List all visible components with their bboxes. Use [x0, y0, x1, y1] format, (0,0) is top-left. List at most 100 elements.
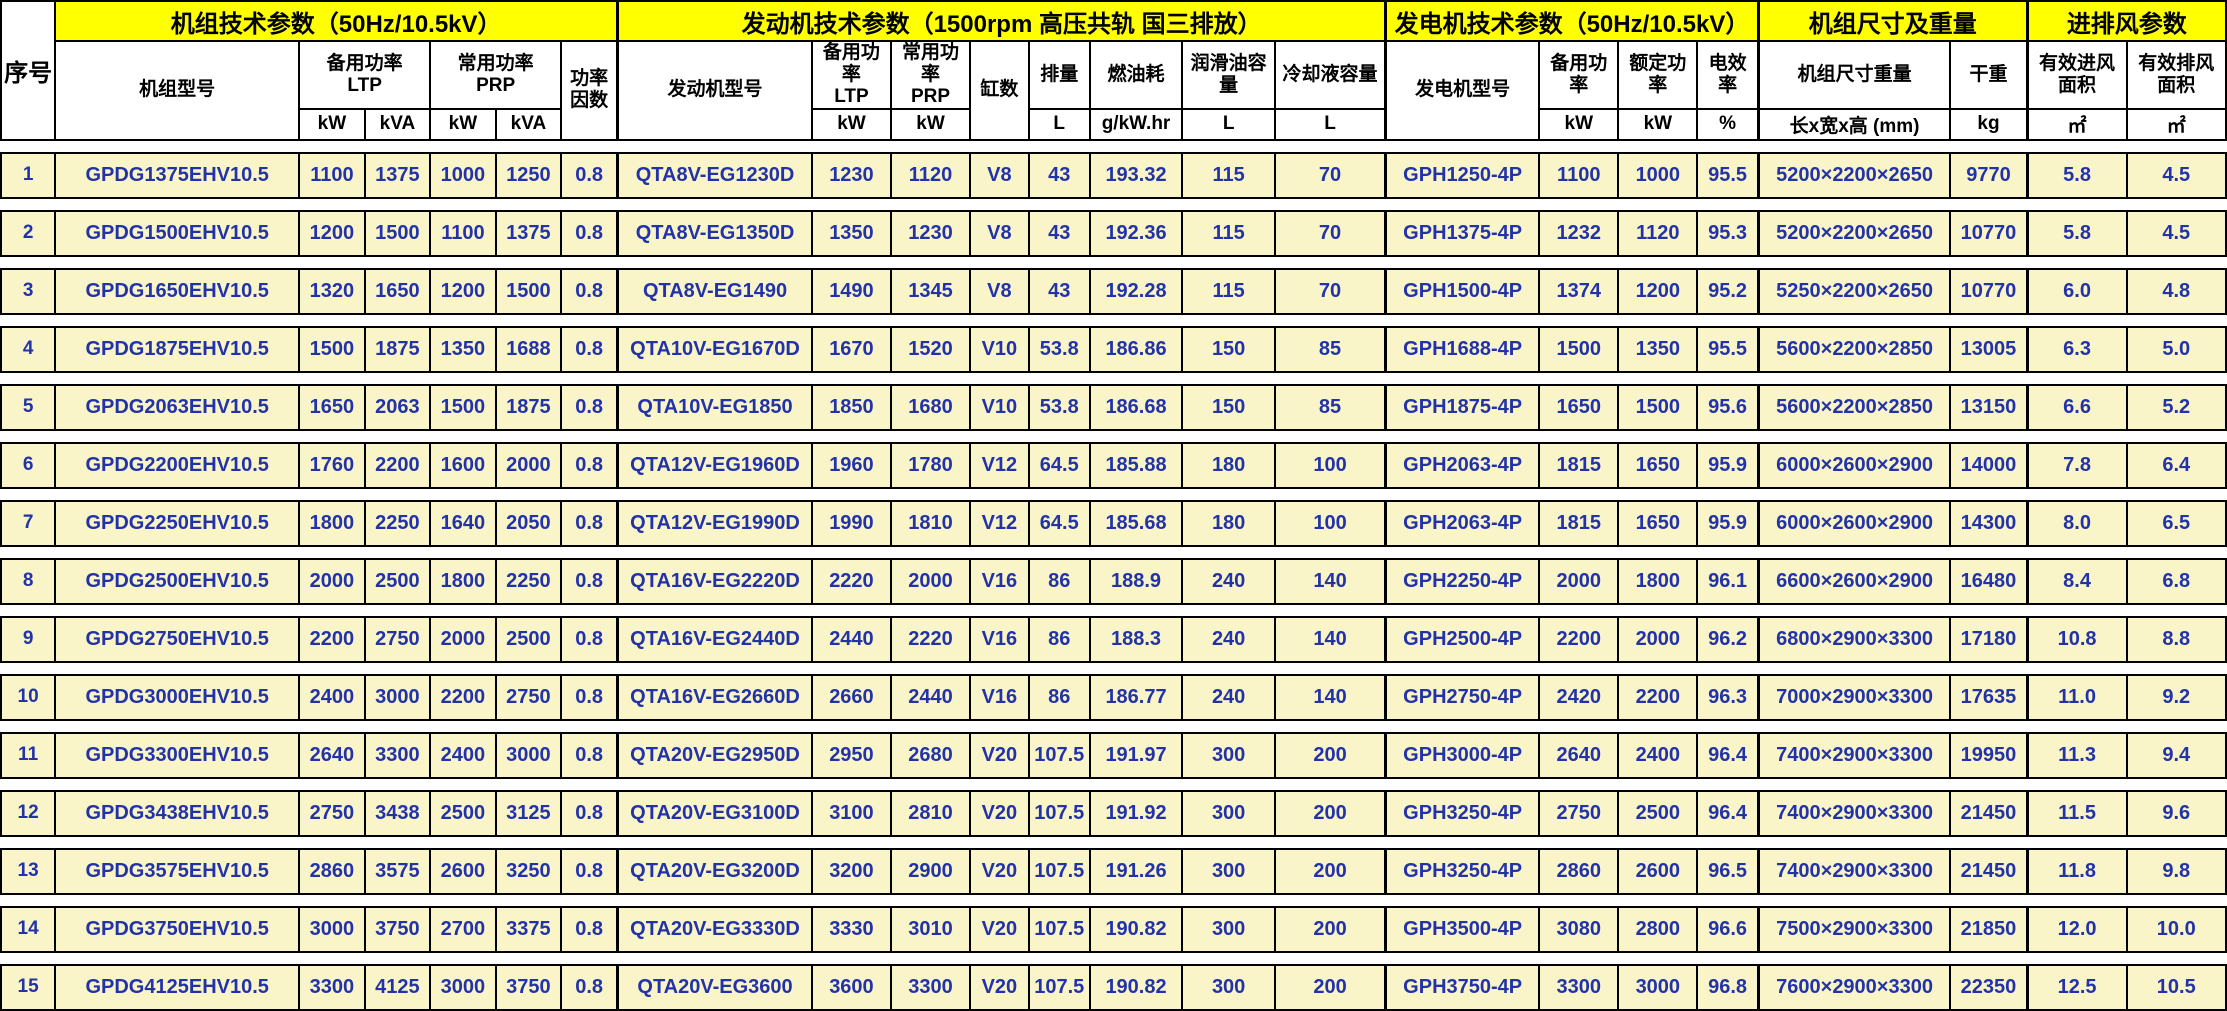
unit-genset-prp-kw: kW — [429, 107, 497, 141]
row-gap — [1, 893, 2226, 907]
cell-exhaust-area: 6.8 — [2125, 557, 2227, 605]
cell-power-factor: 0.8 — [560, 615, 619, 663]
cell-dimensions: 7400×2900×3300 — [1756, 731, 1952, 779]
column-header-fuel-consumption: 燃油耗 — [1088, 40, 1184, 110]
cell-fuel-consumption: 188.3 — [1088, 615, 1184, 663]
cell-genset-prp-kva: 1688 — [494, 325, 563, 373]
unit-engine-ltp-kw: kW — [810, 107, 892, 141]
cell-alternator-rated-kw: 2200 — [1617, 673, 1699, 721]
cell-displacement: 107.5 — [1027, 847, 1091, 895]
cell-fuel-consumption: 191.97 — [1088, 731, 1184, 779]
column-header-engine-prp: 常用功率 PRP — [889, 40, 972, 110]
cell-dimensions: 5600×2200×2850 — [1756, 325, 1952, 373]
cell-alternator-standby-kw: 2200 — [1538, 615, 1620, 663]
cell-alternator-standby-kw: 2640 — [1538, 731, 1620, 779]
cell-exhaust-area: 4.5 — [2125, 209, 2227, 257]
table-row: 4 GPDG1875EHV10.5 1500 1875 1350 1688 0.8 QTA10… — [0, 325, 2227, 373]
unit-alternator-standby-kw: kW — [1538, 107, 1620, 141]
column-header-alternator-standby: 备用功率 — [1538, 40, 1620, 110]
cell-serial-number: 14 — [0, 905, 57, 953]
unit-exhaust-m2: ㎡ — [2125, 107, 2227, 141]
cell-genset-model: GPDG2500EHV10.5 — [54, 557, 301, 605]
cell-alternator-standby-kw: 3080 — [1538, 905, 1620, 953]
cell-genset-ltp-kva: 1875 — [363, 325, 432, 373]
cell-genset-prp-kva: 2050 — [494, 499, 563, 547]
cell-power-factor: 0.8 — [560, 557, 619, 605]
cell-lube-oil-capacity: 300 — [1181, 789, 1276, 837]
cell-power-factor: 0.8 — [560, 383, 619, 431]
cell-cylinders: V16 — [969, 557, 1030, 605]
cell-genset-ltp-kw: 1200 — [298, 209, 366, 257]
cell-genset-model: GPDG3575EHV10.5 — [54, 847, 301, 895]
cell-efficiency: 95.6 — [1696, 383, 1760, 431]
cell-genset-ltp-kw: 2640 — [298, 731, 366, 779]
cell-fuel-consumption: 190.82 — [1088, 905, 1184, 953]
cell-genset-ltp-kw: 2750 — [298, 789, 366, 837]
row-gap — [1, 661, 2226, 675]
cell-lube-oil-capacity: 300 — [1181, 731, 1276, 779]
cell-engine-model: QTA10V-EG1670D — [616, 325, 813, 373]
cell-genset-ltp-kva: 3750 — [363, 905, 432, 953]
cell-power-factor: 0.8 — [560, 731, 619, 779]
cell-dry-weight: 14000 — [1949, 441, 2029, 489]
unit-genset-prp-kva: kVA — [494, 107, 563, 141]
column-header-efficiency: 电效率 — [1696, 40, 1760, 110]
cell-intake-area: 6.3 — [2025, 325, 2128, 373]
unit-lube-oil-l: L — [1181, 107, 1276, 141]
row-gap — [1, 545, 2226, 559]
cell-dry-weight: 10770 — [1949, 267, 2029, 315]
column-header-dry-weight: 干重 — [1949, 40, 2029, 110]
cell-lube-oil-capacity: 300 — [1181, 847, 1276, 895]
cell-genset-prp-kva: 1500 — [494, 267, 563, 315]
unit-displacement-l: L — [1027, 107, 1091, 141]
cell-cylinders: V12 — [969, 499, 1030, 547]
cell-engine-prp-kw: 2220 — [889, 615, 972, 663]
cell-power-factor: 0.8 — [560, 267, 619, 315]
cell-efficiency: 96.6 — [1696, 905, 1760, 953]
cell-displacement: 64.5 — [1027, 499, 1091, 547]
cell-genset-ltp-kw: 2000 — [298, 557, 366, 605]
cell-lube-oil-capacity: 180 — [1181, 441, 1276, 489]
cell-dry-weight: 10770 — [1949, 209, 2029, 257]
cell-lube-oil-capacity: 240 — [1181, 557, 1276, 605]
cell-efficiency: 96.2 — [1696, 615, 1760, 663]
cell-displacement: 86 — [1027, 673, 1091, 721]
cell-coolant-capacity: 200 — [1273, 847, 1387, 895]
cell-alternator-rated-kw: 2000 — [1617, 615, 1699, 663]
cell-alternator-model: GPH2750-4P — [1384, 673, 1541, 721]
cell-engine-prp-kw: 2680 — [889, 731, 972, 779]
sub-header-row: 机组型号 备用功率 LTP 常用功率 PRP 功率 因数 发动机型号 备用功率 … — [1, 40, 2227, 141]
row-gap — [1, 487, 2226, 501]
cell-alternator-rated-kw: 1200 — [1617, 267, 1699, 315]
cell-alternator-model: GPH3000-4P — [1384, 731, 1541, 779]
cell-serial-number: 13 — [0, 847, 57, 895]
cell-genset-prp-kw: 2500 — [429, 789, 497, 837]
table-row: 13 GPDG3575EHV10.5 2860 3575 2600 3250 0.8 QTA2… — [0, 847, 2227, 895]
cell-genset-ltp-kva: 3000 — [363, 673, 432, 721]
cell-dry-weight: 21850 — [1949, 905, 2029, 953]
cell-exhaust-area: 6.5 — [2125, 499, 2227, 547]
cell-displacement: 107.5 — [1027, 731, 1091, 779]
cell-engine-prp-kw: 2000 — [889, 557, 972, 605]
cell-efficiency: 96.1 — [1696, 557, 1760, 605]
column-header-cylinders: 缸数 — [969, 40, 1030, 141]
cell-efficiency: 95.9 — [1696, 441, 1760, 489]
cell-lube-oil-capacity: 115 — [1181, 267, 1276, 315]
cell-dry-weight: 19950 — [1949, 731, 2029, 779]
cell-cylinders: V8 — [969, 151, 1030, 199]
cell-alternator-model: GPH3500-4P — [1384, 905, 1541, 953]
cell-coolant-capacity: 70 — [1273, 151, 1387, 199]
cell-power-factor: 0.8 — [560, 673, 619, 721]
cell-alternator-rated-kw: 2500 — [1617, 789, 1699, 837]
cell-genset-model: GPDG2063EHV10.5 — [54, 383, 301, 431]
cell-intake-area: 10.8 — [2025, 615, 2128, 663]
row-gap — [1, 951, 2226, 965]
cell-serial-number: 6 — [0, 441, 57, 489]
column-header-displacement: 排量 — [1027, 40, 1091, 110]
cell-cylinders: V20 — [969, 789, 1030, 837]
cell-dry-weight: 21450 — [1949, 789, 2029, 837]
cell-fuel-consumption: 186.77 — [1088, 673, 1184, 721]
cell-fuel-consumption: 193.32 — [1088, 151, 1184, 199]
cell-genset-ltp-kw: 2200 — [298, 615, 366, 663]
cell-dry-weight: 17180 — [1949, 615, 2029, 663]
